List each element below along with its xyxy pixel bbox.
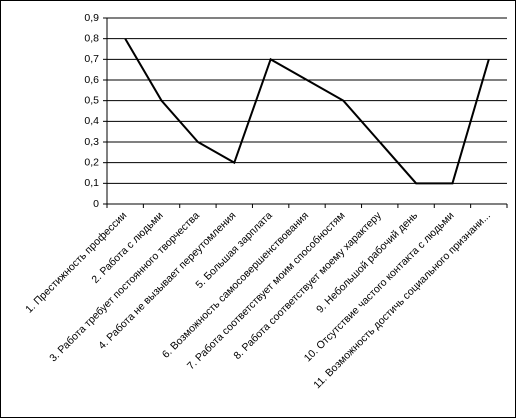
y-tick-label: 0,3 (84, 136, 99, 148)
y-tick-label: 0,1 (84, 177, 99, 189)
y-tick-label: 0,2 (84, 156, 99, 168)
y-tick-label: 0 (93, 198, 99, 210)
y-tick-label: 0,7 (84, 53, 99, 65)
y-tick-label: 0,4 (84, 115, 99, 127)
y-tick-label: 0,9 (84, 12, 99, 24)
line (124, 38, 490, 185)
y-tick-label: 0,6 (84, 74, 99, 86)
y-tick-label: 0,5 (84, 94, 99, 106)
y-tick-label: 0,8 (84, 32, 99, 44)
